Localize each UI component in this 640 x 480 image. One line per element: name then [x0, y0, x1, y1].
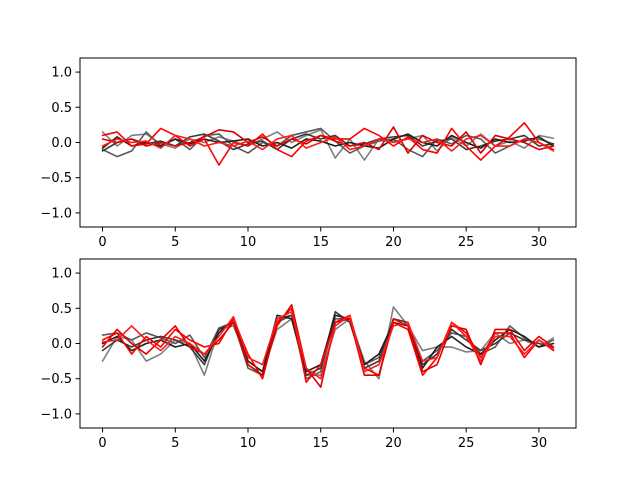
x-tick-label: 10 [240, 436, 257, 451]
y-tick-label: 0.0 [51, 337, 72, 352]
series-line-5 [101, 126, 555, 154]
x-tick-label: 5 [171, 235, 179, 250]
x-tick-label: 25 [458, 436, 475, 451]
y-tick-label: −1.0 [40, 206, 72, 221]
axes-top: 0 5 10 15 20 25 30 1.0 0.5 0.0 −0.5 −1.0 [40, 57, 577, 250]
x-tick-label: 5 [171, 436, 179, 451]
y-tick-label: −1.0 [40, 407, 72, 422]
series-group [101, 303, 555, 388]
x-tick-label: 0 [98, 436, 106, 451]
y-tick-label: 1.0 [51, 66, 72, 81]
x-tick-label: 0 [98, 235, 106, 250]
series-line-6 [101, 134, 555, 152]
y-tick-label: 0.0 [51, 136, 72, 151]
x-tick-label: 15 [312, 436, 329, 451]
series-line-1 [101, 127, 555, 158]
y-tick-label: −0.5 [40, 171, 72, 186]
series-line-1 [101, 314, 555, 380]
x-tick-label: 15 [312, 235, 329, 250]
series-group [101, 121, 555, 166]
y-tick-label: 0.5 [51, 302, 72, 317]
x-tick-label: 30 [531, 436, 548, 451]
series-line-6 [101, 311, 555, 380]
x-tick-label: 10 [240, 235, 257, 250]
series-line-4 [101, 121, 555, 166]
series-line-4 [101, 307, 555, 384]
x-tick-label: 30 [531, 235, 548, 250]
x-tick-label: 20 [385, 436, 402, 451]
axes-bottom: 0 5 10 15 20 25 30 1.0 0.5 0.0 −0.5 −1.0 [40, 258, 577, 451]
y-tick-label: 0.5 [51, 101, 72, 116]
y-tick-label: −0.5 [40, 372, 72, 387]
x-tick-label: 25 [458, 235, 475, 250]
series-line-3 [101, 133, 555, 149]
x-tick-label: 20 [385, 235, 402, 250]
y-tick-label: 1.0 [51, 267, 72, 282]
